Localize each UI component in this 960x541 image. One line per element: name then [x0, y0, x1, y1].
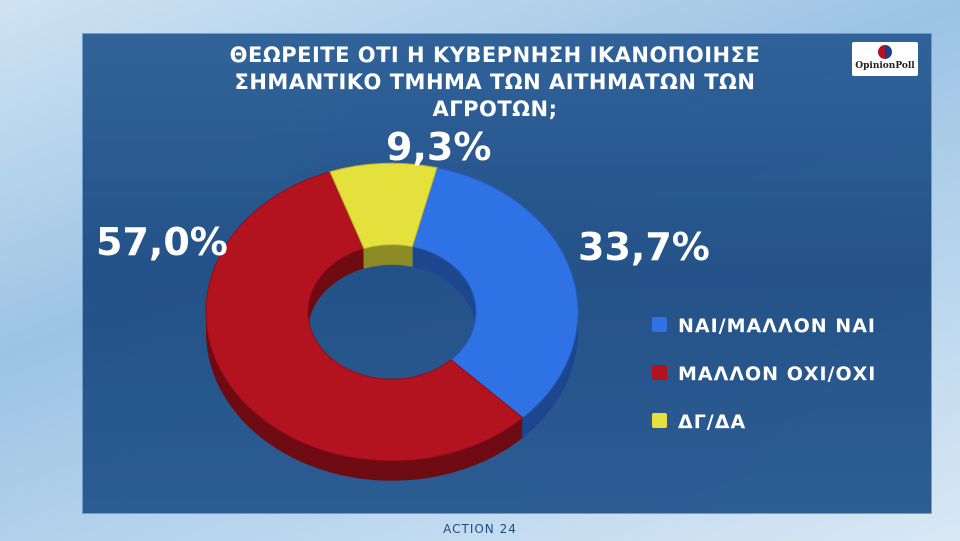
value-label: 33,7%: [578, 225, 710, 269]
logo-icon: [878, 45, 892, 59]
legend-label: ΔΓ/ΔΑ: [678, 411, 746, 433]
slice: [329, 162, 438, 250]
value-label: 57,0%: [96, 220, 228, 264]
channel-logo: ACTION 24: [443, 522, 517, 536]
chart-title: ΘΕΩΡΕΙΤΕ ΟΤΙ Η ΚΥΒΕΡΝΗΣΗ ΙΚΑΝΟΠΟΙΗΣΕ ΣΗΜ…: [229, 43, 761, 121]
legend-label: ΜΑΛΛΟΝ ΟΧΙ/ΟΧΙ: [678, 363, 876, 385]
legend-label: ΝΑΙ/ΜΑΛΛΟΝ ΝΑΙ: [678, 315, 876, 337]
value-label: 9,3%: [386, 125, 491, 169]
slice: [411, 167, 579, 419]
legend-swatch: [652, 365, 667, 380]
legend-swatch: [652, 317, 667, 332]
poll-logo: OpinionPoll: [852, 42, 918, 76]
slice: [205, 171, 524, 462]
legend-swatch: [652, 413, 667, 428]
poll-name: OpinionPoll: [855, 61, 915, 71]
